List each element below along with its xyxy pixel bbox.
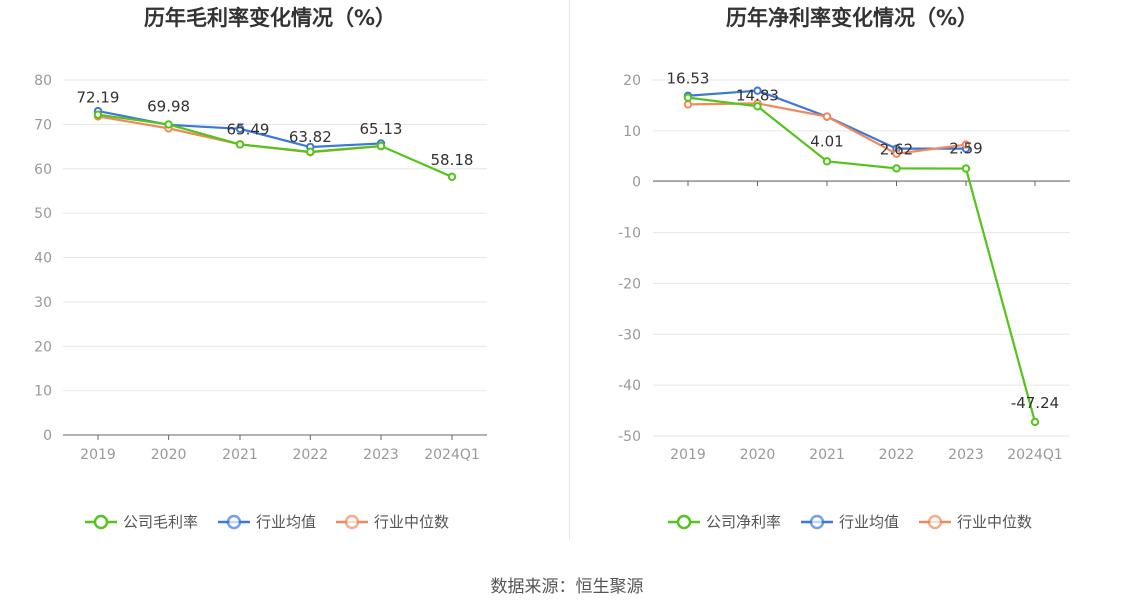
legend-swatch-marker — [809, 514, 825, 530]
x-tick-label: 2022 — [879, 447, 915, 463]
data-label: 16.53 — [667, 70, 710, 88]
data-label: 14.83 — [736, 86, 779, 104]
y-tick-label: 40 — [34, 251, 52, 267]
data-label: 69.98 — [147, 97, 190, 115]
y-tick-label: 70 — [34, 117, 52, 133]
data-point-2 — [961, 140, 971, 149]
data-label: 4.01 — [810, 132, 843, 150]
series-line-0 — [97, 113, 453, 178]
data-label: 65.49 — [227, 120, 270, 138]
data-point-0 — [235, 140, 245, 149]
data-point-0 — [1030, 417, 1040, 427]
legend-label: 行业中位数 — [957, 513, 1032, 531]
y-tick-label: 0 — [632, 175, 641, 191]
legend-swatch-marker — [927, 514, 943, 530]
legend-item-0: 公司净利率 — [668, 513, 781, 531]
data-point-0 — [822, 157, 832, 166]
y-tick-label: 50 — [34, 206, 52, 222]
data-point-0 — [683, 93, 693, 102]
source-note: 数据来源：恒生聚源 — [491, 577, 644, 597]
data-point-1 — [235, 124, 245, 134]
y-tick-label: 80 — [34, 73, 52, 89]
legend-item-2: 行业中位数 — [336, 513, 449, 531]
chart-panel-net-margin: 历年净利率变化情况（%） -50 -40 -30 -20 -10 0 10 20 2019 2020… — [618, 6, 1070, 531]
y-tick-label: -30 — [618, 327, 641, 343]
chart-title: 历年净利率变化情况（%） — [726, 6, 978, 30]
y-tick-label: 0 — [43, 428, 52, 444]
x-tick-label: 2020 — [151, 447, 187, 463]
legend-label: 公司净利率 — [706, 513, 781, 531]
data-label: 65.13 — [360, 120, 403, 138]
y-tick-label: -10 — [618, 226, 641, 242]
data-point-0 — [376, 141, 386, 151]
data-point-2 — [892, 149, 901, 158]
legend-swatch-marker — [93, 514, 109, 530]
y-tick-label: 30 — [34, 295, 52, 311]
x-tick-label: 2023 — [363, 447, 399, 463]
data-point-0 — [753, 102, 762, 111]
data-point-2 — [822, 112, 832, 121]
data-label: -47.24 — [1011, 394, 1059, 412]
data-point-0 — [892, 164, 901, 173]
x-tick-label: 2019 — [80, 447, 116, 463]
data-point-1 — [753, 86, 762, 95]
data-point-2 — [683, 100, 693, 109]
legend-swatch-marker — [226, 514, 242, 530]
legend-label: 公司毛利率 — [123, 513, 198, 531]
x-tick-label: 2021 — [809, 447, 845, 463]
y-tick-label: 10 — [34, 384, 52, 400]
y-tick-label: -50 — [618, 429, 641, 445]
y-tick-label: -40 — [618, 378, 641, 394]
data-label: 2.62 — [880, 140, 913, 158]
data-label: 2.59 — [949, 140, 982, 158]
legend-label: 行业中位数 — [374, 513, 449, 531]
y-tick-label: 20 — [34, 339, 52, 355]
legend-swatch-marker — [676, 514, 692, 530]
data-point-0 — [93, 110, 103, 119]
x-tick-label: 2019 — [670, 447, 706, 463]
x-tick-label: 2022 — [292, 447, 328, 463]
chart-panel-gross-margin: 历年毛利率变化情况（%） 0 10 20 30 40 50 60 70 80 2019 2020 202… — [34, 6, 487, 531]
y-tick-label: 10 — [623, 124, 641, 140]
legend-item-0: 公司毛利率 — [85, 513, 198, 531]
data-label: 58.18 — [431, 151, 474, 169]
legend-swatch-marker — [344, 514, 360, 530]
x-tick-label: 2020 — [740, 447, 776, 463]
legend-item-2: 行业中位数 — [919, 513, 1032, 531]
legend-item-1: 行业均值 — [801, 513, 899, 531]
y-tick-label: 20 — [623, 73, 641, 89]
data-point-0 — [306, 147, 315, 156]
series-line-0 — [687, 96, 1037, 423]
x-tick-label: 2021 — [222, 447, 258, 463]
y-tick-label: -20 — [618, 276, 641, 292]
y-tick-label: 60 — [34, 162, 52, 178]
x-tick-label: 2024Q1 — [424, 447, 480, 463]
data-label: 72.19 — [77, 89, 120, 107]
data-label: 63.82 — [289, 128, 332, 146]
data-point-0 — [164, 120, 173, 129]
legend-item-1: 行业均值 — [218, 513, 316, 531]
data-point-0 — [961, 164, 971, 173]
legend-label: 行业均值 — [839, 513, 899, 531]
x-tick-label: 2024Q1 — [1007, 447, 1063, 463]
chart-title: 历年毛利率变化情况（%） — [144, 6, 396, 30]
x-tick-label: 2023 — [948, 447, 984, 463]
data-point-0 — [447, 172, 457, 182]
legend-label: 行业均值 — [256, 513, 316, 531]
